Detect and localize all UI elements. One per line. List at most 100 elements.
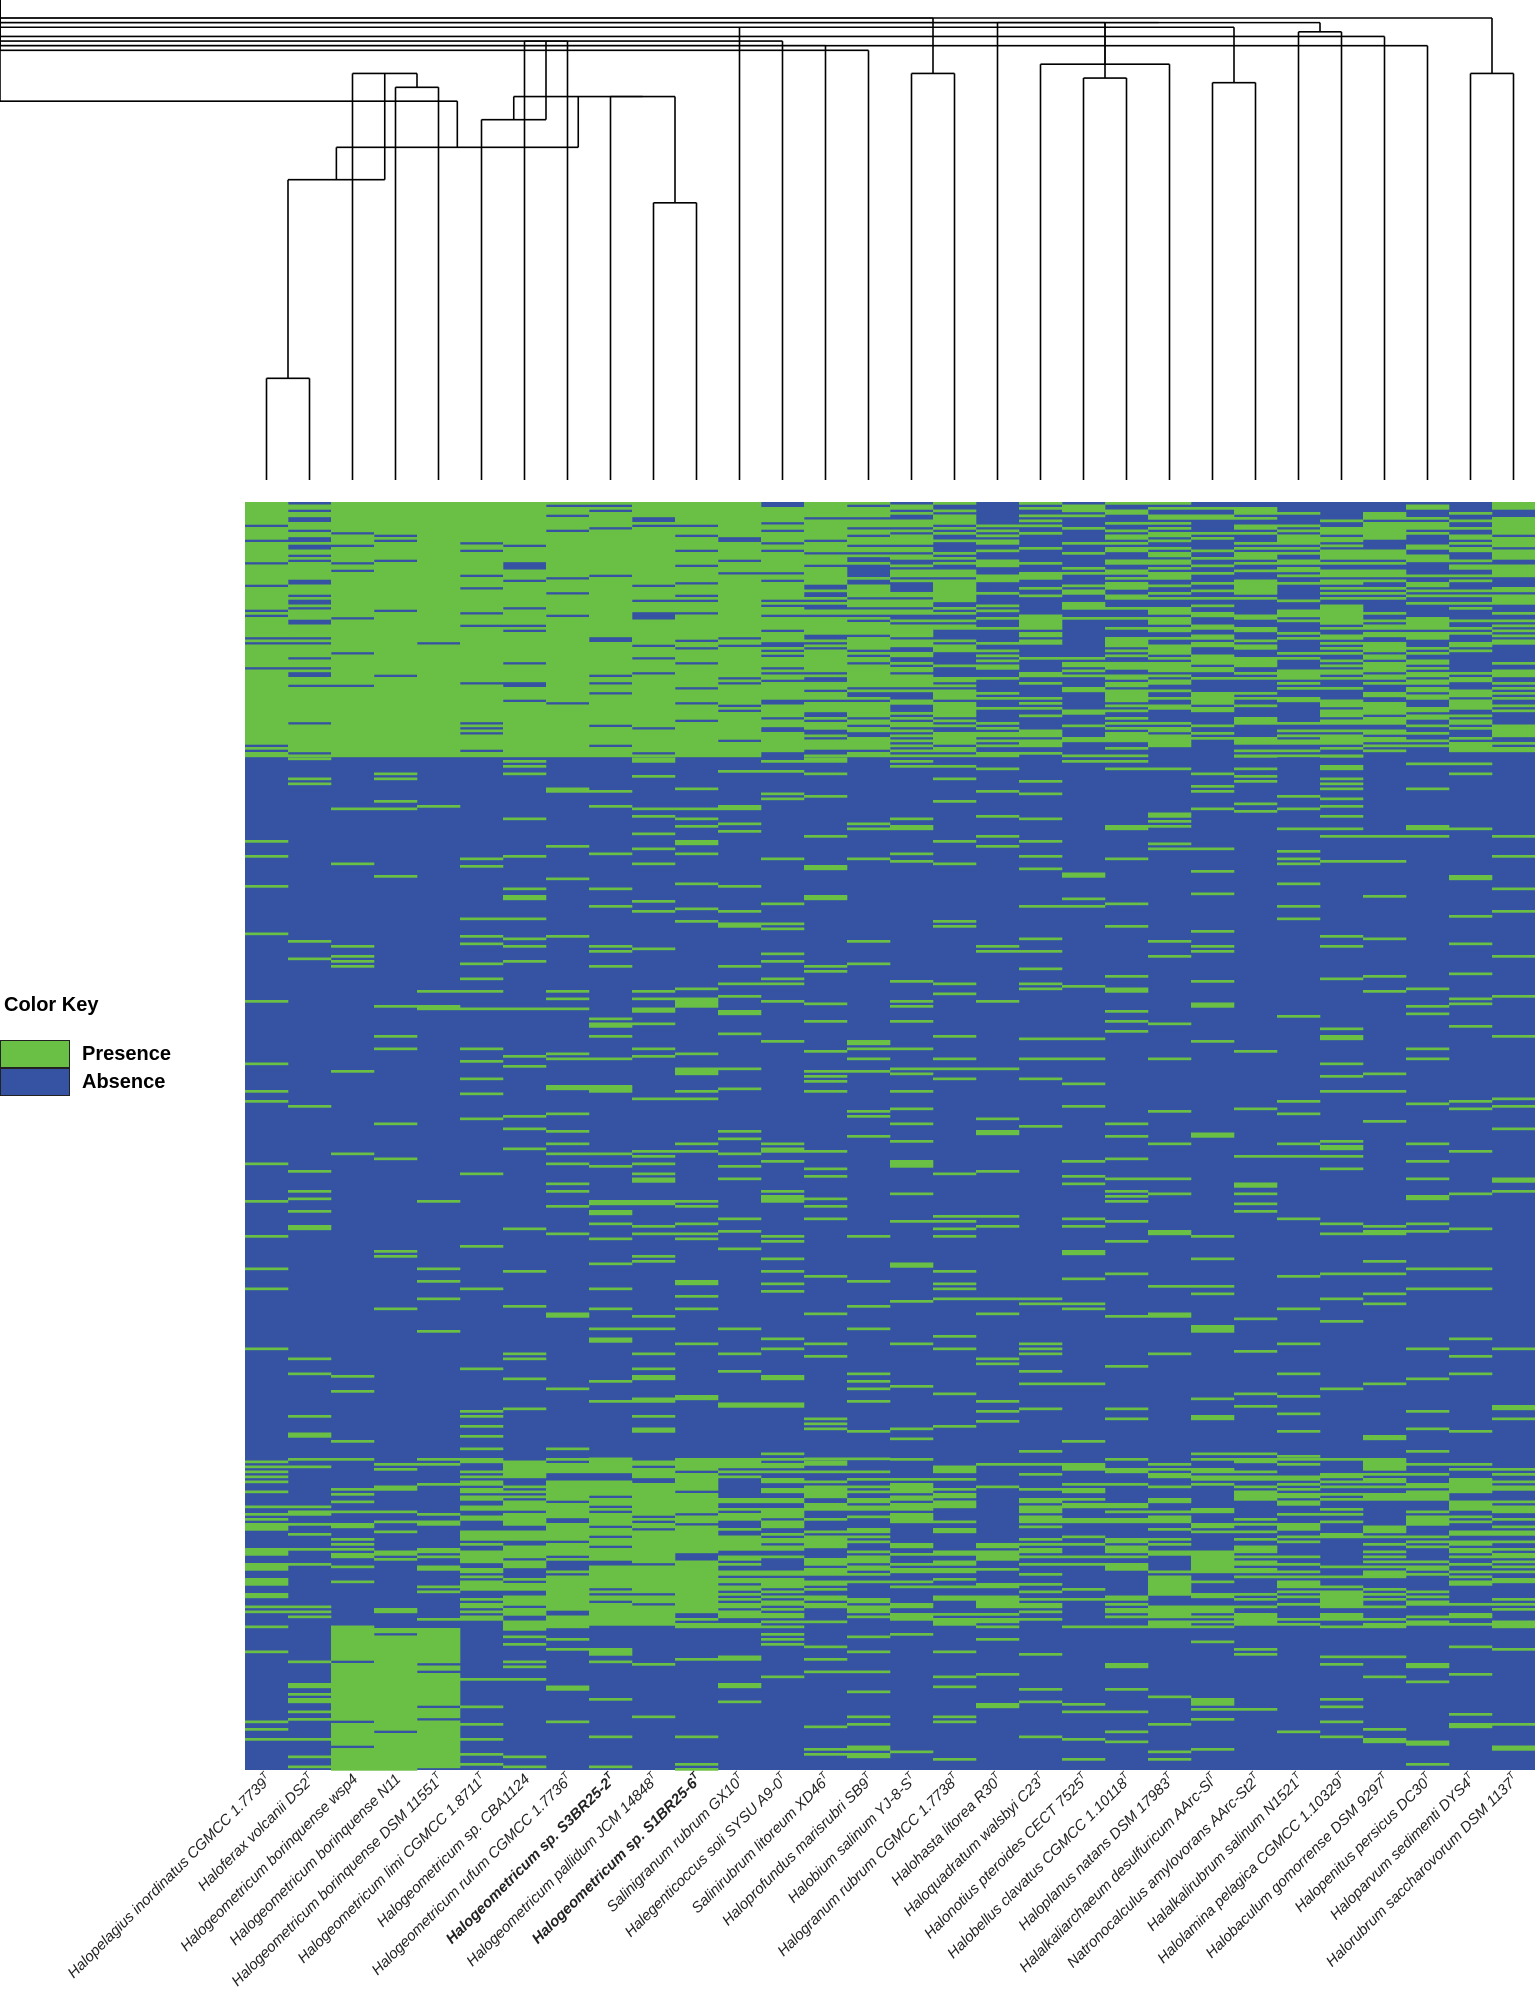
heatmap-cell [804, 760, 848, 763]
heatmap-cell [804, 519, 848, 523]
heatmap-cell [417, 1678, 461, 1681]
heatmap-cell [460, 1287, 504, 1291]
heatmap-cell [1363, 717, 1407, 720]
heatmap-cell [804, 727, 848, 730]
heatmap-cell [331, 1500, 375, 1504]
heatmap-cell [804, 609, 848, 613]
heatmap-cell [1277, 734, 1321, 738]
heatmap-cell [245, 1548, 289, 1551]
heatmap-cell [245, 1287, 289, 1291]
heatmap-cell [847, 622, 891, 625]
heatmap-cell [589, 950, 633, 953]
heatmap-cell [1277, 1483, 1321, 1486]
heatmap-cell [718, 1655, 762, 1659]
heatmap-cell [503, 1147, 547, 1151]
heatmap-cell [546, 1447, 590, 1451]
heatmap-cell [1191, 980, 1235, 983]
heatmap-cell [374, 1520, 418, 1524]
heatmap-cell [718, 752, 762, 755]
heatmap-cell [1191, 1605, 1235, 1609]
heatmap-cell [632, 1600, 676, 1604]
heatmap-cell [933, 677, 977, 680]
heatmap-cell [1406, 622, 1450, 625]
heatmap-cell [718, 574, 762, 578]
heatmap-cell [546, 1623, 590, 1626]
heatmap-cell [761, 960, 805, 963]
heatmap-cell [245, 579, 289, 583]
heatmap-cell [1062, 1758, 1106, 1761]
heatmap-cell [288, 1683, 332, 1686]
heatmap-cell [1406, 667, 1450, 670]
heatmap-cell [1234, 532, 1278, 535]
heatmap-cell [632, 537, 676, 540]
heatmap-cell [417, 607, 461, 610]
heatmap-cell [1449, 644, 1493, 648]
heatmap-cell [1449, 1533, 1493, 1536]
heatmap-cell [1191, 1523, 1235, 1526]
heatmap-cell [1019, 674, 1063, 678]
heatmap-cell [632, 572, 676, 575]
heatmap-cell [1320, 1590, 1364, 1594]
heatmap-cell [1320, 1593, 1364, 1596]
heatmap-cell [718, 727, 762, 730]
heatmap-cell [632, 1500, 676, 1504]
heatmap-cell [503, 532, 547, 535]
heatmap-cell [546, 1190, 590, 1193]
heatmap-cell [890, 1495, 934, 1499]
heatmap-cell [1234, 1653, 1278, 1656]
heatmap-cell [1191, 1563, 1235, 1566]
heatmap-cell [1320, 805, 1364, 808]
heatmap-cell [1320, 572, 1364, 575]
heatmap-cell [1191, 1325, 1235, 1328]
heatmap-cell [632, 602, 676, 605]
heatmap-cell [761, 1377, 805, 1381]
heatmap-cell [503, 537, 547, 540]
heatmap-cell [976, 1067, 1020, 1071]
heatmap-cell [933, 1528, 977, 1531]
heatmap-cell [1363, 562, 1407, 565]
heatmap-cell [503, 1127, 547, 1131]
heatmap-cell [933, 712, 977, 715]
heatmap-cell [1363, 682, 1407, 685]
heatmap-cell [1277, 1535, 1321, 1539]
heatmap-cell [1277, 524, 1321, 528]
heatmap-cell [847, 629, 891, 633]
heatmap-cell [933, 644, 977, 648]
heatmap-cell [589, 1222, 633, 1226]
heatmap-cell [546, 527, 590, 530]
heatmap-cell [1191, 1510, 1235, 1514]
heatmap-cell [589, 722, 633, 725]
heatmap-cell [331, 749, 375, 753]
heatmap-cell [374, 1708, 418, 1711]
heatmap-cell [718, 562, 762, 565]
heatmap-cell [933, 1560, 977, 1564]
heatmap-cell [1148, 514, 1192, 518]
heatmap-cell [933, 1553, 977, 1556]
heatmap-cell [417, 1753, 461, 1756]
heatmap-cell [460, 539, 504, 543]
heatmap-cell [1492, 629, 1535, 633]
heatmap-cell [1148, 1615, 1192, 1619]
heatmap-cell [1363, 657, 1407, 660]
heatmap-cell [417, 1660, 461, 1664]
heatmap-cell [546, 512, 590, 515]
heatmap-cell [245, 532, 289, 535]
heatmap-cell [976, 1170, 1020, 1173]
heatmap-cell [1363, 632, 1407, 635]
heatmap-cell [1148, 1528, 1192, 1531]
heatmap-cell [1105, 509, 1149, 513]
heatmap-cell [331, 664, 375, 668]
heatmap-cell [933, 925, 977, 928]
heatmap-cell [1277, 739, 1321, 743]
heatmap-cell [1191, 724, 1235, 728]
heatmap-cell [632, 594, 676, 598]
heatmap-cell [1492, 1473, 1535, 1476]
heatmap-cell [1320, 1535, 1364, 1539]
heatmap-cell [1191, 1530, 1235, 1534]
heatmap-cell [503, 514, 547, 518]
heatmap-cell [331, 637, 375, 640]
heatmap-cell [1449, 722, 1493, 725]
heatmap-cell [417, 507, 461, 510]
heatmap-cell [417, 1748, 461, 1751]
heatmap-cell [1191, 1595, 1235, 1599]
